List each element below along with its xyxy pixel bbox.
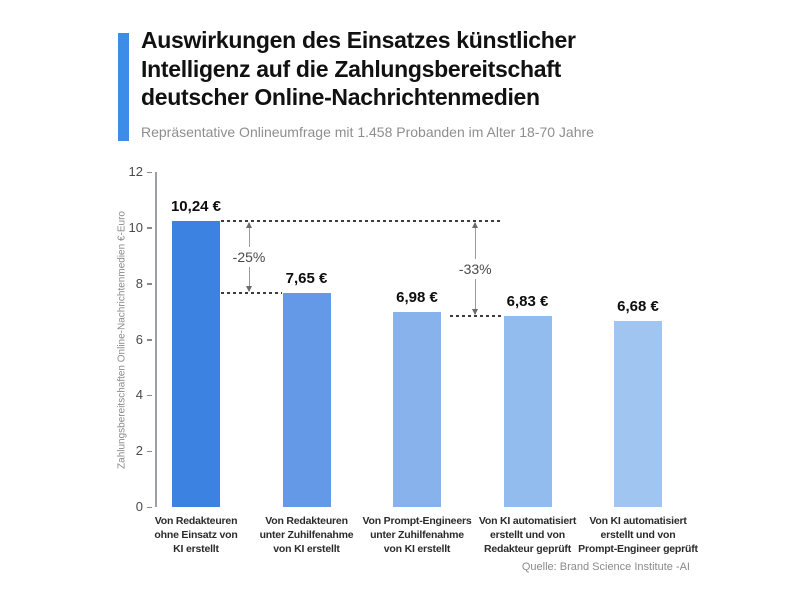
category-label: Von KI automatisiert erstellt und von Re… bbox=[478, 515, 577, 555]
category-label: Von Redakteuren unter Zuhilfenahme von K… bbox=[259, 515, 354, 555]
bar-value-label: 7,65 € bbox=[285, 270, 328, 288]
category-label: Von Redakteuren ohne Einsatz von KI erst… bbox=[154, 515, 238, 555]
y-tick-label: 6 bbox=[135, 331, 143, 347]
y-tick-mark bbox=[147, 227, 152, 229]
y-tick-label: 12 bbox=[128, 164, 143, 179]
bar-value-label: 6,83 € bbox=[506, 293, 549, 311]
y-tick-mark bbox=[147, 283, 152, 285]
page-subtitle: Repräsentative Onlineumfrage mit 1.458 P… bbox=[141, 124, 594, 140]
category-label: Von KI automatisiert erstellt und von Pr… bbox=[578, 515, 698, 555]
annotation-25-arrow-up bbox=[246, 222, 252, 229]
bar bbox=[503, 316, 552, 507]
dashed-line-low bbox=[450, 315, 503, 318]
title-accent-bar bbox=[118, 33, 129, 141]
annotation-25-arrow-down bbox=[246, 286, 252, 293]
bar bbox=[614, 320, 662, 507]
y-axis-line bbox=[155, 172, 157, 507]
y-tick-mark bbox=[147, 339, 152, 341]
annotation-33-arrow-up bbox=[472, 222, 479, 229]
bar bbox=[393, 312, 441, 507]
annotation-33-arrow-down bbox=[472, 309, 479, 316]
annotation-33-label: -33% bbox=[455, 258, 495, 279]
y-tick-label: 2 bbox=[135, 443, 143, 459]
bar-value-label: 6,98 € bbox=[396, 289, 438, 307]
bar-value-label: 10,24 € bbox=[170, 198, 222, 216]
page-title: Auswirkungen des Einsatzes künstlicher I… bbox=[141, 27, 576, 110]
bar-value-label: 6,68 € bbox=[617, 297, 659, 315]
annotation-25-label: -25% bbox=[229, 247, 269, 268]
y-tick-mark bbox=[147, 394, 152, 397]
dashed-line-top bbox=[221, 220, 502, 223]
y-tick-mark bbox=[147, 506, 152, 508]
dashed-line-mid bbox=[221, 292, 282, 295]
y-tick-label: 10 bbox=[128, 219, 143, 235]
y-tick-mark bbox=[147, 450, 152, 453]
y-tick-label: 4 bbox=[135, 387, 143, 403]
y-tick-mark bbox=[147, 171, 152, 173]
source-credit: Quelle: Brand Science Institute -AI bbox=[521, 561, 690, 573]
bar bbox=[172, 221, 220, 507]
y-tick-label: 8 bbox=[135, 275, 143, 291]
y-tick-label: 0 bbox=[135, 499, 143, 514]
bar bbox=[282, 293, 331, 507]
category-label: Von Prompt-Engineers unter Zuhilfenahme … bbox=[362, 515, 472, 555]
